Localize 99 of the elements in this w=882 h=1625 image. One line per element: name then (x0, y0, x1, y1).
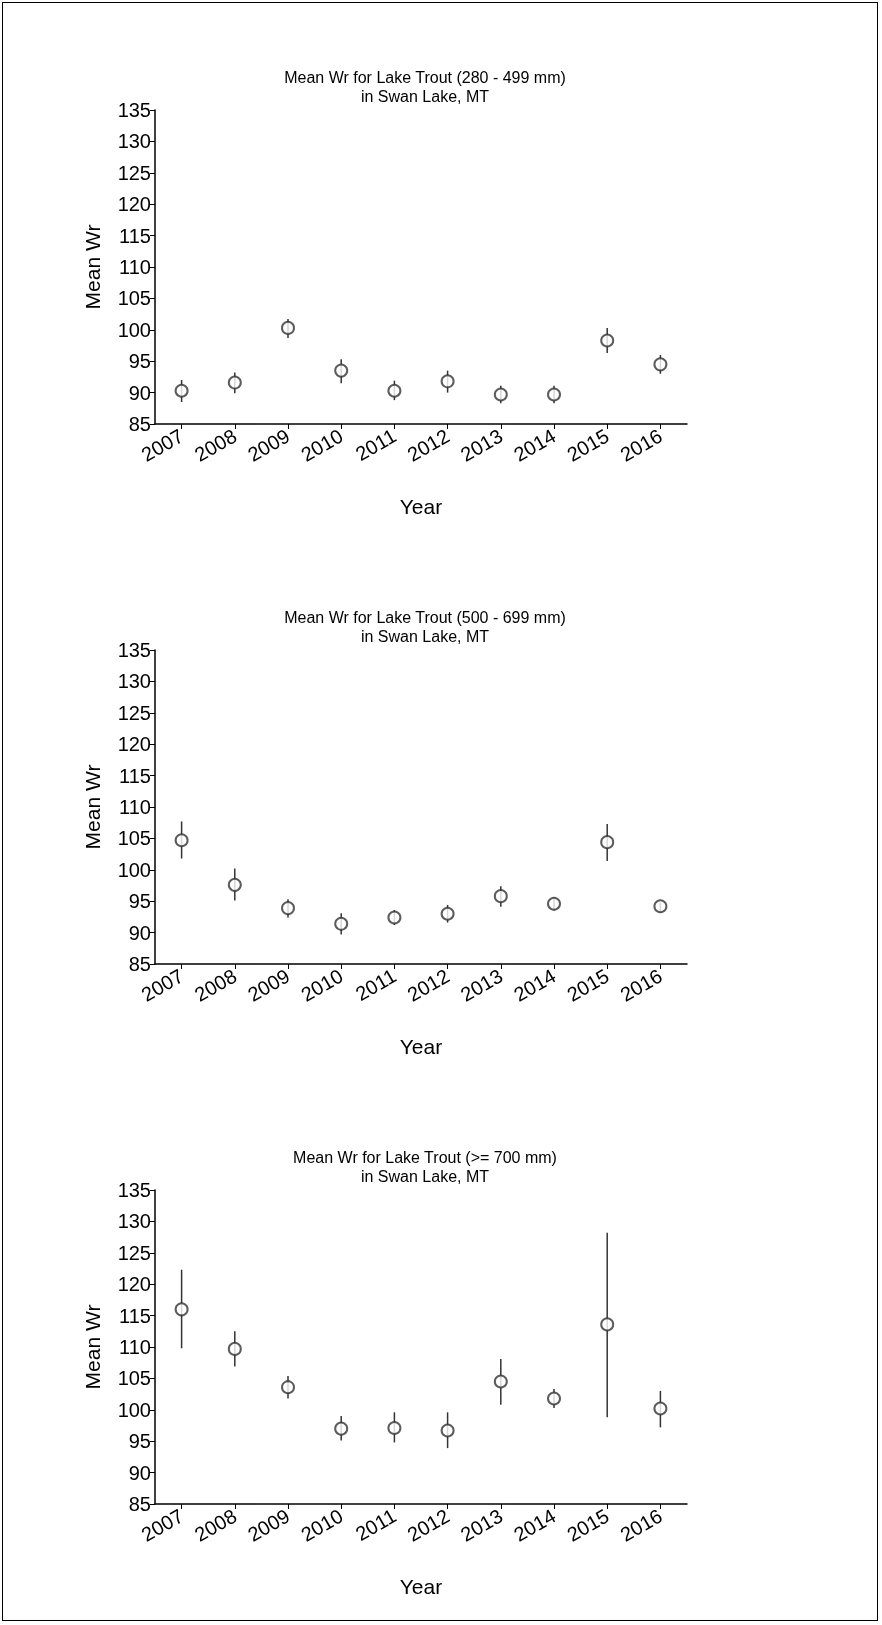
x-tick-label: 2009 (243, 1504, 294, 1546)
y-axis-title: Mean Wr (81, 224, 104, 310)
point (547, 896, 561, 911)
chart-title: Mean Wr for Lake Trout (>= 700 mm) in Swan Lake, MT (293, 1149, 557, 1185)
point (653, 899, 668, 914)
point (653, 1401, 668, 1416)
y-tick-label: 135 (117, 99, 151, 121)
x-tick-label: 2010 (297, 424, 347, 466)
point (493, 889, 508, 904)
point (281, 1380, 295, 1395)
point (227, 1341, 242, 1356)
y-tick-label: 100 (117, 858, 151, 881)
x-tick-label: 2009 (243, 964, 294, 1006)
x-axis-title: Year (399, 495, 443, 518)
y-tick-label: 125 (117, 1241, 151, 1264)
point (334, 1421, 349, 1436)
y-tick-label: 95 (128, 350, 151, 373)
point (547, 387, 561, 402)
y-tick-label: 100 (117, 318, 151, 341)
point (174, 1302, 189, 1317)
y-tick-label: 85 (128, 953, 151, 975)
point (174, 383, 189, 398)
x-tick-label: 2013 (456, 424, 507, 466)
chart-title: Mean Wr for Lake Trout (280 - 499 mm) in Swan Lake, MT (284, 69, 566, 105)
point (227, 375, 242, 390)
x-tick-label: 2013 (456, 1504, 507, 1546)
y-tick-label: 135 (117, 1179, 151, 1201)
point (600, 835, 615, 850)
x-tick-label: 2015 (563, 1504, 613, 1546)
x-tick-label: 2011 (351, 1504, 400, 1546)
y-tick-label: 130 (117, 130, 151, 153)
x-axis-title: Year (399, 1575, 443, 1598)
y-tick-label: 90 (128, 381, 151, 404)
point (387, 910, 402, 925)
point (493, 387, 508, 402)
y-tick-label: 110 (119, 796, 151, 818)
x-tick-label: 2010 (297, 1504, 347, 1546)
y-axis-title: Mean Wr (81, 1304, 104, 1390)
y-tick-label: 115 (119, 224, 151, 247)
x-tick-label: 2009 (243, 424, 294, 466)
x-tick-label: 2013 (456, 964, 507, 1006)
point (387, 1421, 402, 1436)
x-tick-label: 2008 (190, 964, 241, 1006)
y-tick-label: 90 (128, 921, 151, 944)
x-tick-label: 2015 (563, 424, 613, 466)
y-tick-label: 105 (117, 1367, 151, 1390)
x-tick-label: 2016 (616, 1504, 666, 1546)
x-tick-label: 2012 (403, 964, 454, 1006)
y-tick-label: 130 (117, 670, 151, 693)
y-tick-label: 85 (128, 413, 151, 435)
point (387, 383, 402, 398)
point (334, 916, 349, 931)
x-tick-label: 2016 (616, 424, 666, 466)
y-tick-label: 95 (128, 890, 151, 913)
x-tick-label: 2011 (351, 964, 400, 1006)
point (493, 1374, 508, 1389)
y-tick-label: 120 (117, 1273, 151, 1296)
point (600, 1317, 615, 1332)
x-tick-label: 2016 (616, 964, 666, 1006)
point (174, 833, 189, 848)
x-tick-label: 2014 (509, 424, 560, 466)
y-tick-label: 105 (117, 827, 151, 850)
x-tick-label: 2015 (563, 964, 613, 1006)
y-tick-label: 90 (128, 1461, 151, 1484)
y-tick-label: 110 (119, 256, 151, 278)
x-tick-label: 2011 (351, 424, 400, 466)
point (653, 357, 668, 372)
x-tick-label: 2008 (190, 1504, 241, 1546)
y-tick-label: 125 (117, 161, 151, 184)
point (334, 363, 349, 378)
point (281, 901, 295, 916)
point (440, 1423, 455, 1438)
y-tick-label: 85 (128, 1493, 151, 1515)
y-tick-label: 120 (117, 193, 151, 216)
point (440, 906, 455, 921)
x-axis-title: Year (399, 1035, 443, 1058)
x-tick-label: 2008 (190, 424, 241, 466)
point (440, 374, 455, 389)
y-tick-label: 100 (117, 1398, 151, 1421)
x-tick-label: 2010 (297, 964, 347, 1006)
x-tick-label: 2014 (509, 964, 560, 1006)
y-tick-label: 115 (119, 1304, 151, 1327)
y-tick-label: 125 (117, 701, 151, 724)
point (600, 333, 615, 348)
y-tick-label: 110 (119, 1336, 151, 1358)
y-tick-label: 120 (117, 733, 151, 756)
y-tick-label: 130 (117, 1210, 151, 1233)
point (281, 320, 295, 335)
x-tick-label: 2014 (509, 1504, 560, 1546)
x-tick-label: 2012 (403, 1504, 454, 1546)
y-tick-label: 135 (117, 639, 151, 661)
y-tick-label: 95 (128, 1430, 151, 1453)
point (227, 877, 242, 892)
y-tick-label: 115 (119, 764, 151, 787)
y-tick-label: 105 (117, 287, 151, 310)
y-axis-title: Mean Wr (81, 764, 104, 850)
chart-title: Mean Wr for Lake Trout (500 - 699 mm) in Swan Lake, MT (284, 609, 566, 645)
x-tick-label: 2012 (403, 424, 454, 466)
point (547, 1391, 561, 1406)
